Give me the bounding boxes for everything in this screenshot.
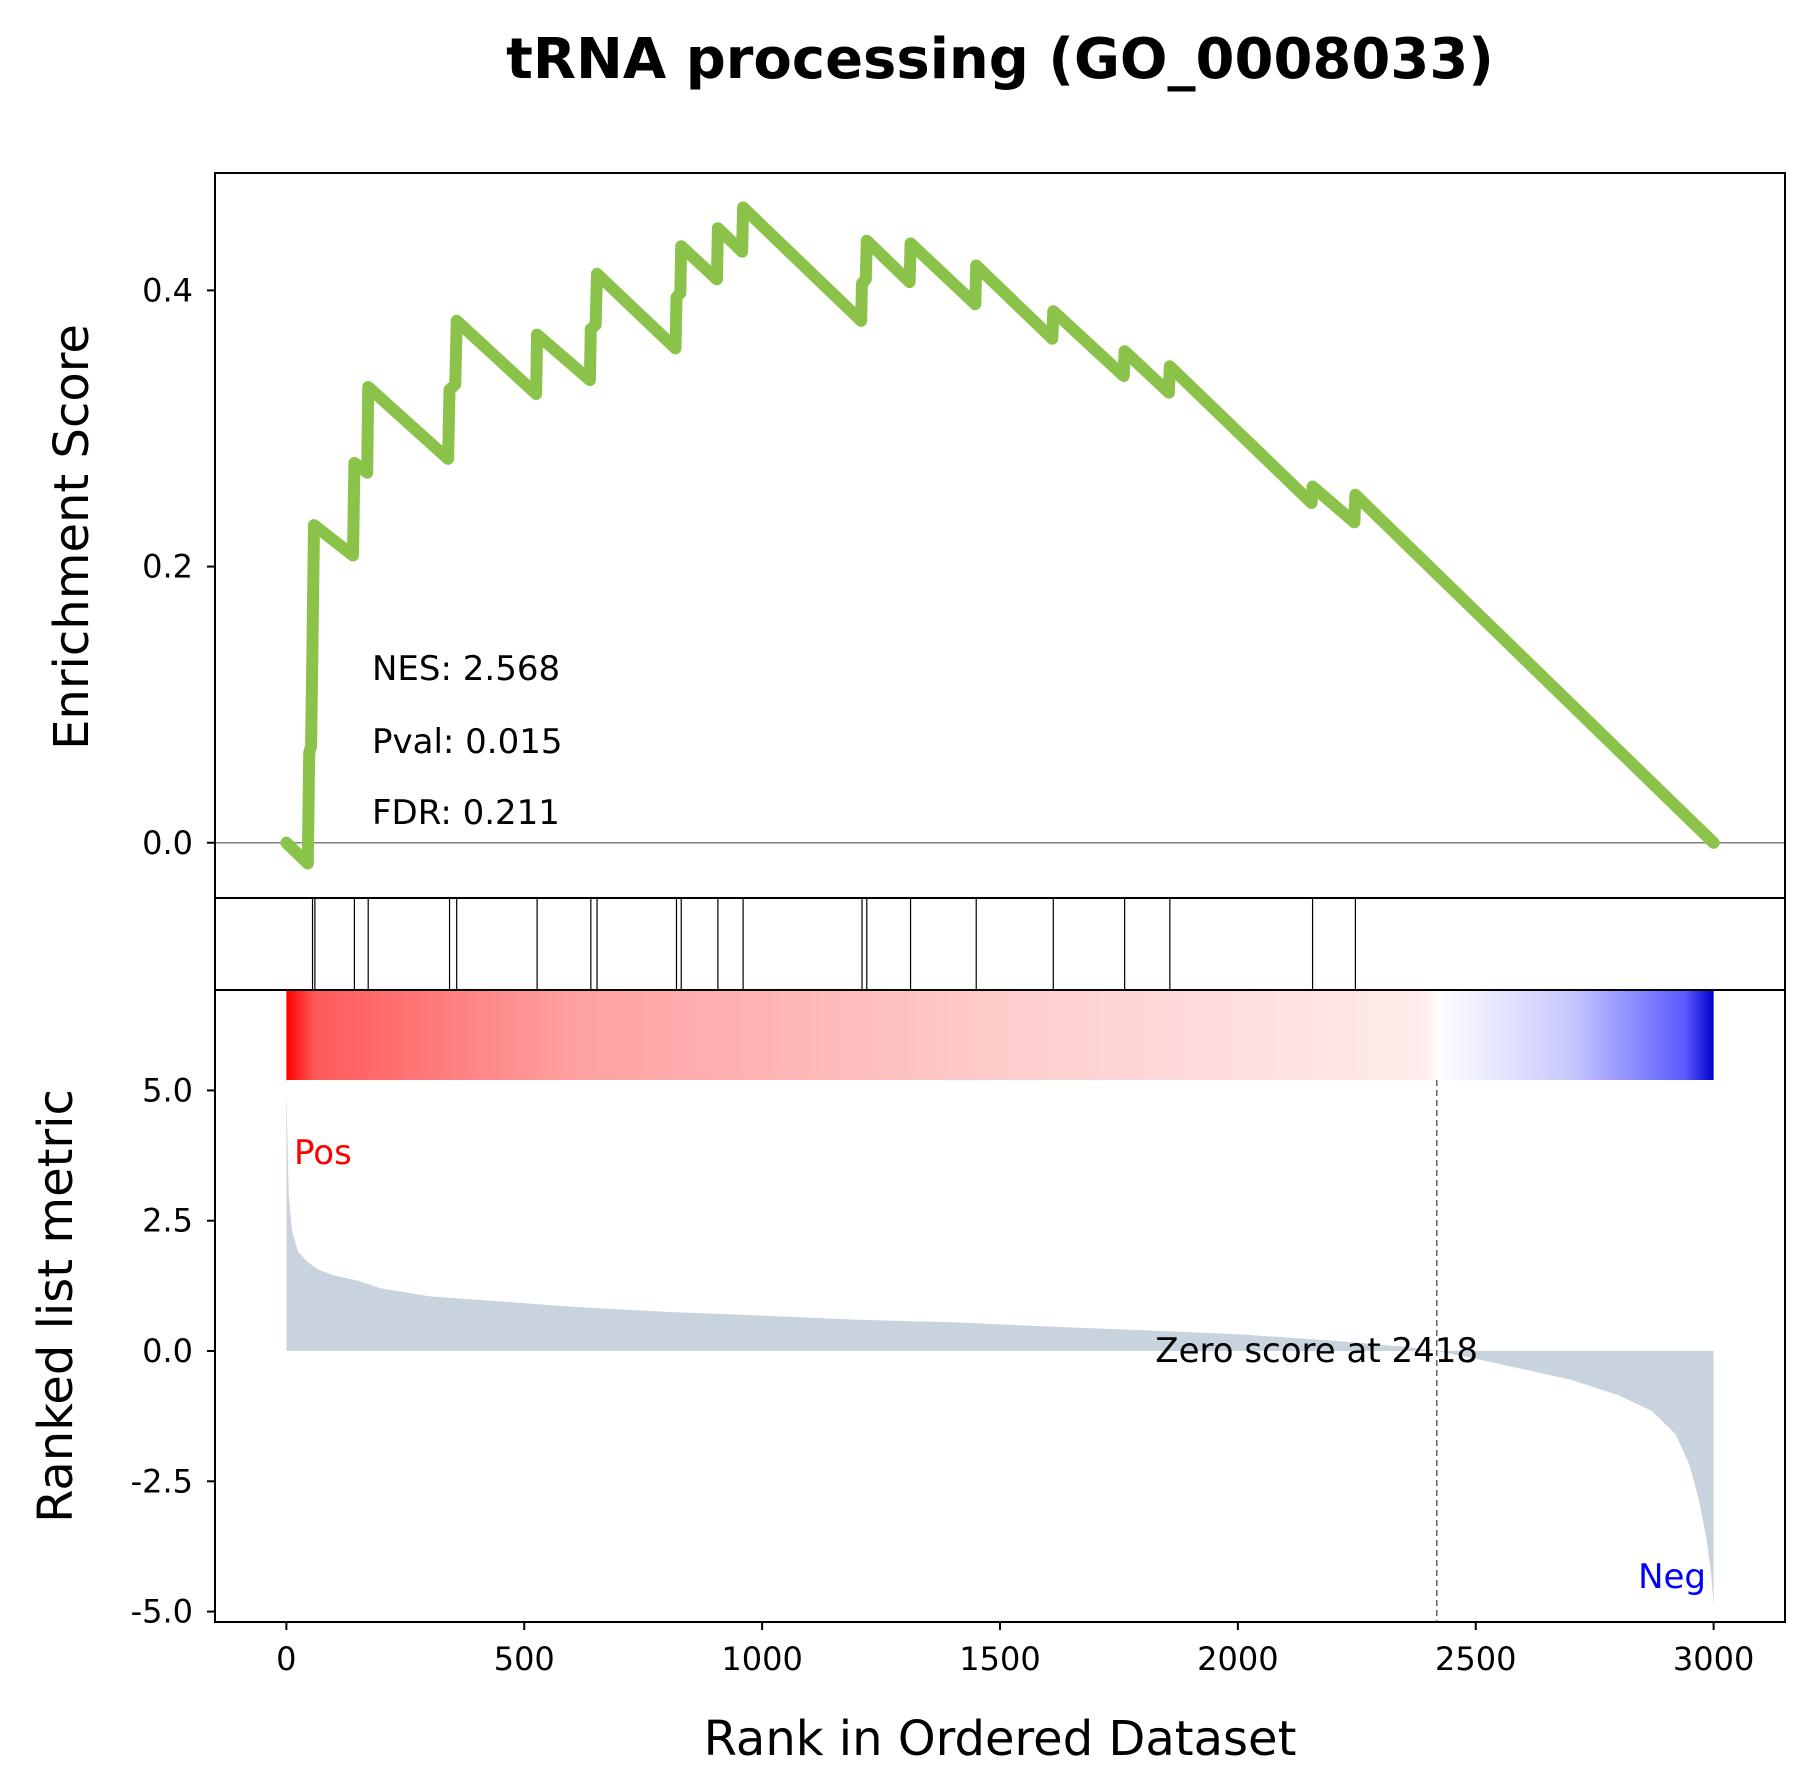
x-tick-label: 1500: [959, 1640, 1040, 1678]
pos-label: Pos: [294, 1133, 352, 1173]
hits-panel: [214, 897, 1786, 991]
x-tick-label: 2000: [1197, 1640, 1278, 1678]
hits-axes: [214, 897, 1786, 991]
x-tick-label: 0: [276, 1640, 296, 1678]
enrichment-y-tick-label: 0.4: [142, 271, 193, 309]
x-axis-label: Rank in Ordered Dataset: [704, 1711, 1297, 1767]
enrichment-y-label: Enrichment Score: [44, 324, 100, 750]
ranked-metric-panel: 5.0 2.5 0.0 -2.5 -5.0 Zero score at 2418 Pos…: [28, 989, 1786, 1631]
nes-annotation: NES: 2.568: [372, 649, 560, 689]
enrichment-y-tick-label: 0.0: [142, 824, 193, 862]
ranked-metric-fill: [286, 1090, 1714, 1607]
ranked-y-tick-label: 0.0: [142, 1332, 193, 1370]
ranked-y-tick-label: 5.0: [142, 1071, 193, 1109]
x-tick-label: 3000: [1673, 1640, 1754, 1678]
x-axis-ticks: 0 500 1000 1500 2000 2500 3000: [276, 1622, 1754, 1678]
hit-markers: [311, 898, 1356, 990]
fdr-annotation: FDR: 0.211: [372, 793, 560, 833]
enrichment-line: [280, 201, 1720, 870]
ranked-y-tick-label: -5.0: [131, 1593, 193, 1631]
neg-label: Neg: [1638, 1557, 1706, 1597]
rank-colorbar: [286, 990, 1714, 1080]
chart-title: tRNA processing (GO_0008033): [506, 27, 1494, 92]
pval-annotation: Pval: 0.015: [372, 722, 563, 762]
ranked-y-tick-label: 2.5: [142, 1202, 193, 1240]
x-tick-label: 500: [494, 1640, 555, 1678]
x-tick-label: 1000: [721, 1640, 802, 1678]
enrichment-panel: 0.0 0.2 0.4 Enrichment Score NES: 2.568 Pv…: [44, 172, 1786, 899]
ranked-metric-y-ticks: 5.0 2.5 0.0 -2.5 -5.0: [131, 1071, 215, 1631]
ranked-metric-y-label: Ranked list metric: [28, 1089, 84, 1523]
zero-score-label: Zero score at 2418: [1155, 1331, 1478, 1371]
enrichment-y-tick-label: 0.2: [142, 548, 193, 586]
ranked-y-tick-label: -2.5: [131, 1462, 193, 1500]
x-tick-label: 2500: [1435, 1640, 1516, 1678]
enrichment-y-ticks: 0.0 0.2 0.4: [142, 271, 215, 862]
